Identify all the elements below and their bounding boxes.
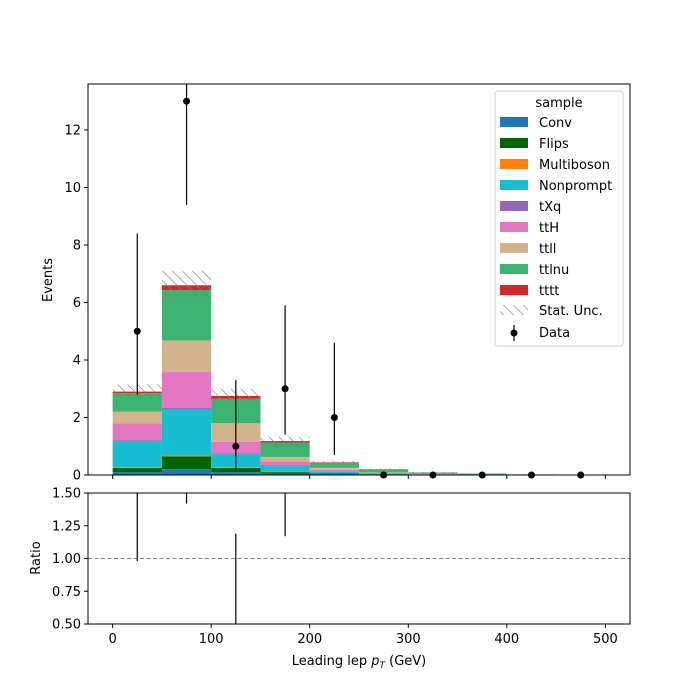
bar-conv-bin-1 [161,469,212,475]
top-y-tick-label-0: 0 [73,469,81,484]
legend-label-multiboson: Multiboson [539,158,610,173]
bar-tth-bin-3 [260,461,310,466]
bar-ttlnu-bin-3 [260,442,310,457]
top-y-tick-label-3: 6 [73,296,81,311]
legend-swatch-ttlnu [500,264,528,274]
bar-txq-bin-3 [260,465,310,467]
data-point-2 [232,442,240,450]
legend-label-ttll: ttll [539,242,556,257]
bar-ttlnu-bin-5 [359,469,409,473]
stat-unc-band-bin-3 [260,436,310,446]
bar-nonprompt-bin-4 [309,471,359,474]
bottom-y-axis-ticks: 0.50 0.75 1.00 1.25 1.50 [52,487,88,633]
bar-multiboson-bin-0 [112,467,162,468]
x-tick-label-3: 300 [396,632,421,647]
legend-swatch-nonprompt [500,180,528,190]
bottom-y-tick-label-1: 0.75 [52,585,81,600]
bar-flips-bin-2 [211,467,261,473]
legend-title: sample [535,96,582,111]
legend-swatch-multiboson [500,159,528,169]
legend-swatch-stat-unc [500,305,528,315]
top-y-tick-label-1: 2 [73,411,81,426]
x-axis-label: Leading lep pT (GeV) [292,654,426,671]
bar-conv-bin-0 [112,472,162,475]
bar-conv-bin-2 [211,472,261,475]
bar-flips-bin-3 [260,472,310,474]
bar-flips-bin-1 [161,456,212,470]
ratio-error-bars [136,493,286,624]
top-y-tick-label-6: 12 [64,124,81,139]
bar-ttlnu-bin-4 [309,462,359,468]
bar-nonprompt-bin-3 [260,466,310,472]
legend-label-flips: Flips [539,137,569,152]
top-x-axis-ticks [112,475,606,479]
legend-label-conv: Conv [539,116,572,131]
stat-unc-band-bin-1 [161,270,212,300]
bar-flips-bin-4 [309,473,359,475]
legend-label-tttt: tttt [539,284,559,299]
stat-unc-band-bin-4 [309,460,359,464]
bar-nonprompt-bin-1 [161,409,212,456]
legend-label-data: Data [539,326,570,341]
legend-label-stat-unc: Stat. Unc. [539,304,603,319]
top-y-tick-label-5: 10 [64,181,81,196]
bar-txq-bin-0 [112,440,162,442]
main-plot-panel: 0 2 4 6 8 10 12 Events sample Conv Flips Multibo… [41,83,631,484]
x-tick-label-1: 100 [199,632,224,647]
data-point-4 [330,414,338,421]
bar-tth-bin-1 [161,372,212,409]
bar-ttll-bin-1 [161,340,212,373]
legend-label-nonprompt: Nonprompt [539,179,612,194]
bar-txq-bin-1 [161,408,212,410]
legend-label-txq: tXq [539,200,561,215]
data-point-0 [133,327,141,335]
bar-conv-bin-3 [260,473,310,475]
data-point-1 [183,97,191,105]
x-tick-label-0: 0 [108,632,116,647]
legend-label-tth: ttH [539,221,559,236]
legend-swatch-conv [500,117,528,127]
bar-nonprompt-bin-0 [112,441,162,468]
legend-label-ttlnu: ttlnu [539,263,569,278]
data-points [133,84,585,479]
stat-unc-band-bin-5 [359,468,409,471]
legend-swatch-tttt [500,285,528,295]
bar-ttll-bin-4 [309,467,359,470]
x-tick-label-5: 500 [593,632,618,647]
bottom-y-tick-label-0: 0.50 [52,618,81,633]
legend-swatch-ttll [500,243,528,253]
x-tick-label-2: 200 [297,632,322,647]
legend-marker-data [510,325,518,341]
ratio-plot-panel: 0.50 0.75 1.00 1.25 1.50 0 100 200 300 400 500 Ra… [29,487,631,671]
bottom-y-tick-label-2: 1.00 [52,552,81,567]
legend-swatch-flips [500,138,528,148]
bar-tth-bin-0 [112,423,162,441]
x-tick-label-4: 400 [494,632,519,647]
bottom-y-tick-label-4: 1.50 [52,487,81,502]
legend-swatch-tth [500,222,528,232]
top-y-axis-ticks: 0 2 4 6 8 10 12 [64,124,88,484]
top-y-axis-label: Events [41,258,56,302]
bar-tth-bin-4 [309,469,359,472]
bottom-y-tick-label-3: 1.25 [52,519,81,534]
bar-flips-bin-0 [112,467,162,473]
top-y-tick-label-2: 4 [73,354,81,369]
legend: sample Conv Flips Multiboson Nonprompt tXq tt… [494,90,624,347]
bar-ttll-bin-0 [112,411,162,424]
bar-multiboson-bin-1 [161,455,212,457]
bottom-y-axis-label: Ratio [29,541,44,574]
legend-swatch-txq [500,201,528,211]
top-y-tick-label-4: 8 [73,239,81,254]
data-point-3 [281,385,289,393]
bottom-x-axis-ticks: 0 100 200 300 400 500 [108,624,618,647]
bar-ttll-bin-3 [260,456,310,462]
